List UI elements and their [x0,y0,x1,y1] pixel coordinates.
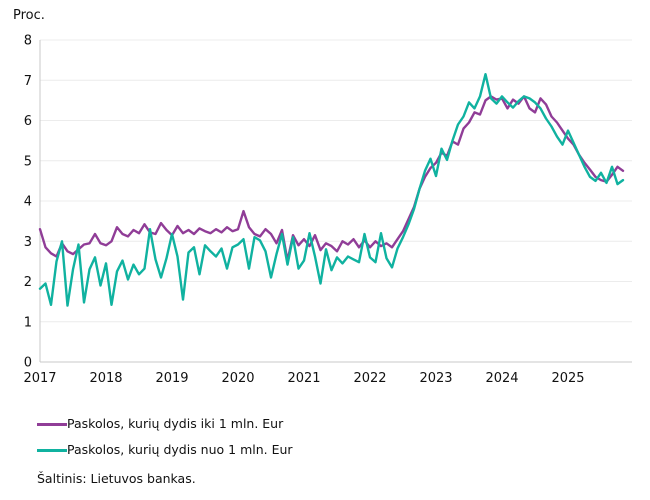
x-tick-2025: 2025 [551,371,584,386]
y-tick-0: 0 [24,356,32,371]
data-series-lines [38,72,625,307]
legend-item-large-loans-label: Paskolos, kurių dydis nuo 1 mln. Eur [67,442,293,457]
source-note: Šaltinis: Lietuvos bankas. [37,471,196,486]
x-tick-2017: 2017 [23,371,56,386]
gridlines [40,39,632,323]
legend-item-large-loans: Paskolos, kurių dydis nuo 1 mln. Eur [37,440,293,460]
x-tick-2019: 2019 [155,371,188,386]
axes [39,40,632,363]
x-tick-2020: 2020 [221,371,254,386]
y-tick-4: 4 [24,195,32,210]
x-tick-2022: 2022 [353,371,386,386]
x-tick-2023: 2023 [419,371,452,386]
series-line-0 [38,95,625,262]
series-line-1 [38,72,625,307]
legend-item-small-loans: Paskolos, kurių dydis iki 1 mln. Eur [37,414,293,434]
y-tick-2: 2 [24,275,32,290]
x-tick-2024: 2024 [485,371,518,386]
y-tick-1: 1 [24,315,32,330]
x-axis-tick-labels: 2017 2018 2019 2020 2021 2022 2023 2024 2025 [23,371,584,386]
x-tick-2018: 2018 [89,371,122,386]
y-tick-6: 6 [24,114,32,129]
x-tick-2021: 2021 [287,371,320,386]
loan-interest-rates-chart: Proc. 0 1 2 3 4 5 6 7 8 2017 2018 2019 2020 2021 2022… [13,8,632,386]
small-loans-line-swatch [37,422,67,426]
chart-legend: Paskolos, kurių dydis iki 1 mln. Eur Pas… [37,414,293,466]
y-tick-7: 7 [24,74,32,89]
y-tick-3: 3 [24,235,32,250]
y-tick-8: 8 [24,34,32,49]
large-loans-line-swatch [37,448,67,452]
y-axis-title: Proc. [13,8,45,23]
y-axis-tick-labels: 0 1 2 3 4 5 6 7 8 [24,34,32,371]
y-tick-5: 5 [24,154,32,169]
legend-item-small-loans-label: Paskolos, kurių dydis iki 1 mln. Eur [67,416,284,431]
